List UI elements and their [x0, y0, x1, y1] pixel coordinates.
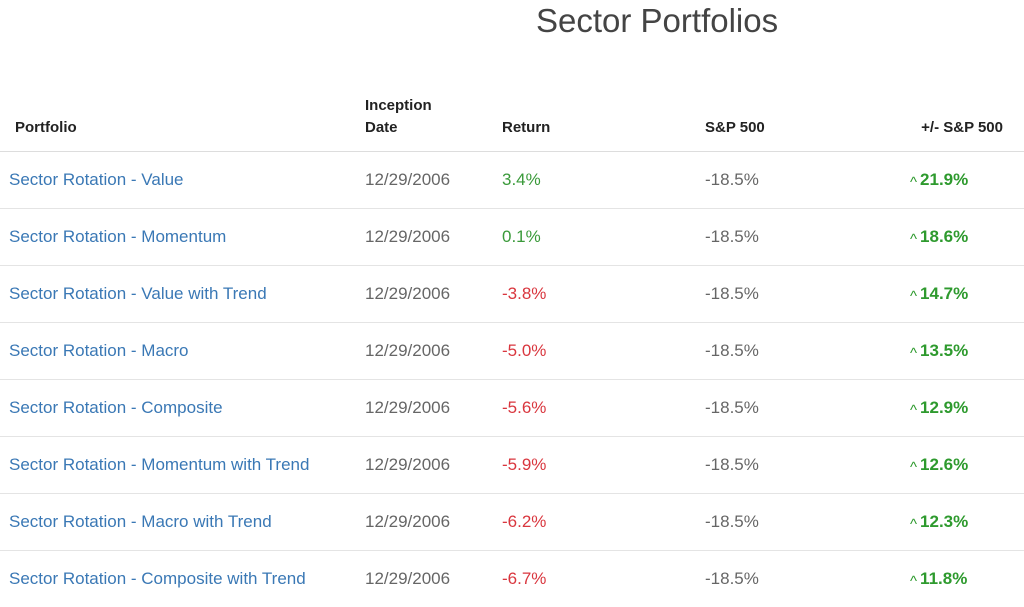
caret-up-icon: ^ — [910, 573, 917, 590]
portfolio-cell: Sector Rotation - Composite — [0, 380, 365, 437]
diff-value: 18.6% — [920, 227, 968, 246]
sp500-cell: -18.5% — [705, 323, 905, 380]
header-inception-line1: Inception — [365, 97, 432, 114]
caret-up-icon: ^ — [910, 402, 917, 419]
sp500-cell: -18.5% — [705, 380, 905, 437]
diff-value: 14.7% — [920, 284, 968, 303]
inception-date-cell: 12/29/2006 — [365, 437, 502, 494]
sp500-cell: -18.5% — [705, 266, 905, 323]
portfolio-link[interactable]: Sector Rotation - Momentum — [9, 227, 226, 246]
portfolio-cell: Sector Rotation - Composite with Trend — [0, 551, 365, 607]
diff-cell: ^12.3% — [905, 494, 1024, 551]
inception-date-cell: 12/29/2006 — [365, 266, 502, 323]
portfolio-link[interactable]: Sector Rotation - Value — [9, 170, 184, 189]
portfolio-link[interactable]: Sector Rotation - Macro — [9, 341, 189, 360]
diff-cell: ^14.7% — [905, 266, 1024, 323]
portfolio-cell: Sector Rotation - Value — [0, 152, 365, 209]
caret-up-icon: ^ — [910, 459, 917, 476]
table-row: Sector Rotation - Momentum with Trend 12… — [0, 437, 1024, 494]
return-cell: -6.2% — [502, 494, 705, 551]
portfolio-cell: Sector Rotation - Macro with Trend — [0, 494, 365, 551]
sp500-cell: -18.5% — [705, 437, 905, 494]
table-row: Sector Rotation - Composite 12/29/2006 -… — [0, 380, 1024, 437]
portfolio-table: Portfolio Inception Date Return S&P 500 … — [0, 83, 1024, 607]
sp500-cell: -18.5% — [705, 209, 905, 266]
inception-date-cell: 12/29/2006 — [365, 209, 502, 266]
diff-cell: ^13.5% — [905, 323, 1024, 380]
portfolio-link[interactable]: Sector Rotation - Momentum with Trend — [9, 455, 309, 474]
caret-up-icon: ^ — [910, 231, 917, 248]
table-body: Sector Rotation - Value 12/29/2006 3.4% … — [0, 152, 1024, 607]
caret-up-icon: ^ — [910, 288, 917, 305]
diff-cell: ^12.6% — [905, 437, 1024, 494]
return-cell: -5.9% — [502, 437, 705, 494]
return-cell: -5.0% — [502, 323, 705, 380]
portfolio-cell: Sector Rotation - Momentum with Trend — [0, 437, 365, 494]
caret-up-icon: ^ — [910, 174, 917, 191]
table-row: Sector Rotation - Macro 12/29/2006 -5.0%… — [0, 323, 1024, 380]
portfolio-link[interactable]: Sector Rotation - Value with Trend — [9, 284, 267, 303]
diff-cell: ^11.8% — [905, 551, 1024, 607]
table-row: Sector Rotation - Value 12/29/2006 3.4% … — [0, 152, 1024, 209]
diff-cell: ^12.9% — [905, 380, 1024, 437]
diff-value: 13.5% — [920, 341, 968, 360]
portfolio-cell: Sector Rotation - Macro — [0, 323, 365, 380]
inception-date-cell: 12/29/2006 — [365, 380, 502, 437]
diff-value: 12.3% — [920, 512, 968, 531]
inception-date-cell: 12/29/2006 — [365, 152, 502, 209]
header-return: Return — [502, 83, 705, 152]
portfolio-link[interactable]: Sector Rotation - Macro with Trend — [9, 512, 272, 531]
inception-date-cell: 12/29/2006 — [365, 494, 502, 551]
header-portfolio: Portfolio — [0, 83, 365, 152]
header-diff-sp500: +/- S&P 500 — [905, 83, 1024, 152]
return-cell: -3.8% — [502, 266, 705, 323]
diff-value: 12.6% — [920, 455, 968, 474]
page-title: Sector Portfolios — [536, 2, 778, 40]
table-row: Sector Rotation - Value with Trend 12/29… — [0, 266, 1024, 323]
diff-value: 11.8% — [920, 569, 967, 588]
return-cell: -6.7% — [502, 551, 705, 607]
return-cell: 3.4% — [502, 152, 705, 209]
table-row: Sector Rotation - Composite with Trend 1… — [0, 551, 1024, 607]
inception-date-cell: 12/29/2006 — [365, 323, 502, 380]
inception-date-cell: 12/29/2006 — [365, 551, 502, 607]
sp500-cell: -18.5% — [705, 551, 905, 607]
caret-up-icon: ^ — [910, 345, 917, 362]
sp500-cell: -18.5% — [705, 494, 905, 551]
table-row: Sector Rotation - Macro with Trend 12/29… — [0, 494, 1024, 551]
return-cell: -5.6% — [502, 380, 705, 437]
header-sp500: S&P 500 — [705, 83, 905, 152]
return-cell: 0.1% — [502, 209, 705, 266]
sp500-cell: -18.5% — [705, 152, 905, 209]
diff-cell: ^21.9% — [905, 152, 1024, 209]
header-inception-line2: Date — [365, 119, 398, 136]
table-row: Sector Rotation - Momentum 12/29/2006 0.… — [0, 209, 1024, 266]
header-inception-date: Inception Date — [365, 83, 502, 152]
caret-up-icon: ^ — [910, 516, 917, 533]
portfolio-cell: Sector Rotation - Value with Trend — [0, 266, 365, 323]
diff-value: 12.9% — [920, 398, 968, 417]
portfolio-cell: Sector Rotation - Momentum — [0, 209, 365, 266]
portfolio-link[interactable]: Sector Rotation - Composite — [9, 398, 223, 417]
diff-cell: ^18.6% — [905, 209, 1024, 266]
portfolio-link[interactable]: Sector Rotation - Composite with Trend — [9, 569, 306, 588]
diff-value: 21.9% — [920, 170, 968, 189]
table-header: Portfolio Inception Date Return S&P 500 … — [0, 83, 1024, 152]
